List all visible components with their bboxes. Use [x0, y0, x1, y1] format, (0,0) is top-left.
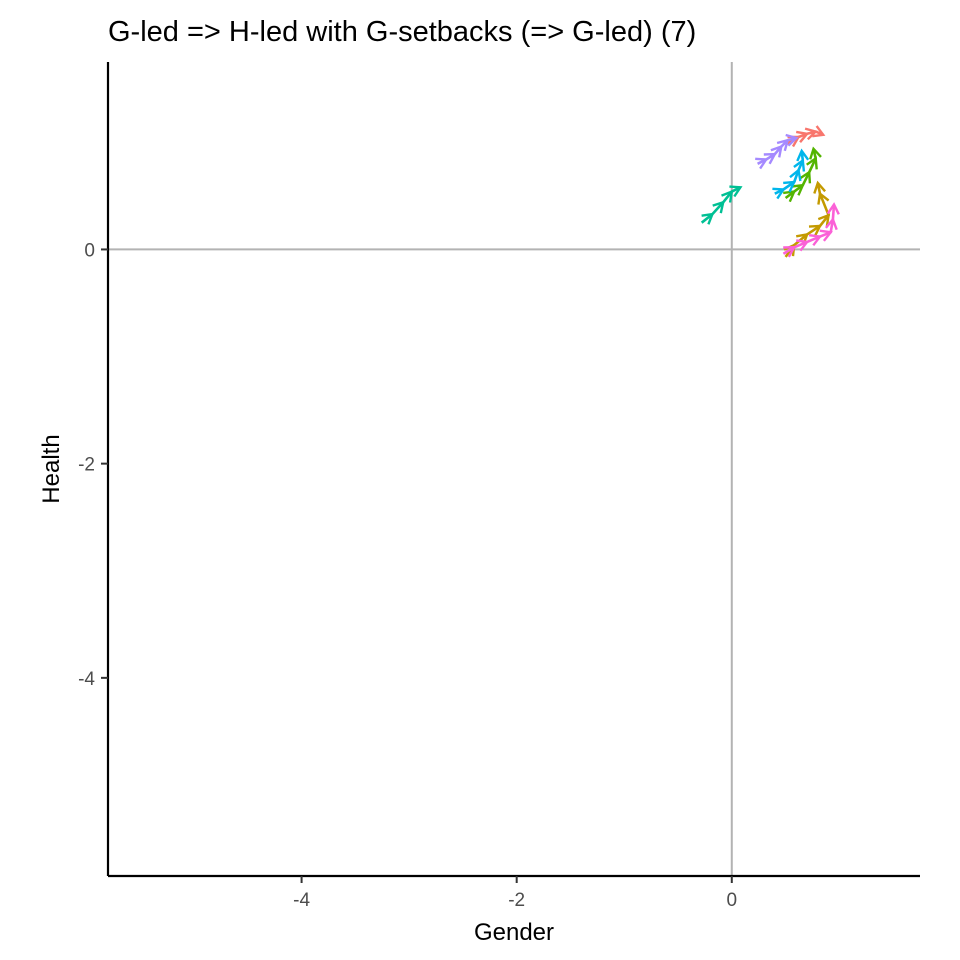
series-2 — [783, 180, 831, 258]
y-axis-title: Health — [38, 434, 65, 503]
arrowhead — [789, 167, 802, 182]
arrowhead — [808, 234, 823, 247]
series-4 — [700, 185, 743, 225]
arrowhead — [799, 170, 812, 184]
arrowhead — [729, 185, 743, 198]
series-line — [700, 186, 741, 224]
x-tick-label: -4 — [293, 890, 310, 911]
arrowhead — [809, 146, 822, 160]
arrowhead — [772, 187, 786, 200]
series-7 — [782, 202, 840, 258]
arrowhead — [785, 133, 799, 147]
arrowhead — [796, 148, 810, 162]
arrowhead — [817, 191, 830, 205]
arrowhead — [806, 156, 818, 170]
y-tick-label: 0 — [84, 240, 95, 261]
y-tick-label: -2 — [78, 455, 95, 476]
arrowhead — [701, 212, 715, 225]
arrowhead — [783, 190, 797, 203]
arrowhead — [826, 202, 840, 215]
series-layer — [700, 125, 840, 258]
arrowhead — [796, 239, 810, 252]
y-tick-label: -4 — [78, 669, 95, 690]
arrowhead — [755, 157, 769, 170]
arrowhead — [804, 127, 819, 141]
arrowhead — [763, 152, 777, 165]
x-axis-title: Gender — [474, 919, 554, 946]
x-tick-label: -2 — [508, 890, 525, 911]
arrowhead — [817, 213, 831, 227]
arrowhead — [812, 125, 826, 138]
reference-lines — [108, 62, 920, 876]
arrowhead — [712, 200, 725, 214]
x-tick-label: 0 — [726, 890, 737, 911]
arrowhead — [770, 144, 783, 158]
arrowhead — [791, 183, 805, 196]
arrowhead — [813, 180, 827, 194]
series-6 — [755, 133, 799, 170]
y-axis-ticks: -4 -2 0 — [78, 240, 108, 690]
arrowhead — [783, 246, 797, 258]
chart-title: G-led => H-led with G-setbacks (=> G-led… — [108, 16, 696, 48]
arrowhead — [824, 217, 838, 231]
x-axis-ticks: -4 -2 0 — [293, 876, 737, 911]
arrowhead — [721, 189, 734, 203]
arrowhead — [819, 229, 833, 242]
arrowhead — [776, 138, 790, 152]
arrowhead — [793, 158, 806, 172]
arrowhead — [783, 180, 797, 193]
series-3 — [783, 146, 822, 203]
axes — [106, 62, 920, 878]
arrowhead — [795, 130, 810, 143]
series-5 — [772, 148, 810, 200]
arrowhead — [808, 224, 823, 237]
